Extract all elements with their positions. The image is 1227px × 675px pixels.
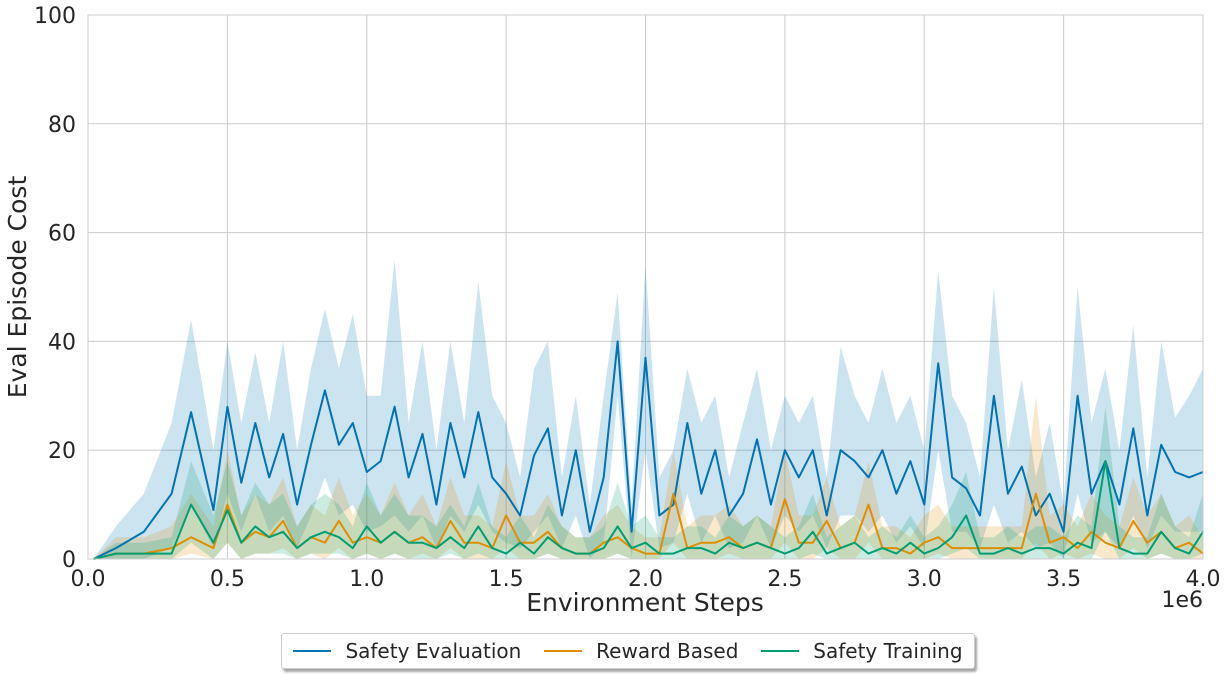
x-tick-label: 3.0 [907, 567, 942, 592]
y-tick-label: 20 [48, 439, 76, 464]
line-safety-training [93, 460, 1204, 560]
legend-item-reward-based: Reward Based [544, 639, 738, 663]
x-tick-label: 0.0 [71, 567, 106, 592]
x-tick-label: 1.0 [349, 567, 384, 592]
legend-label-reward-based: Reward Based [596, 639, 739, 663]
plot-frame [87, 14, 1204, 560]
legend-label-safety-evaluation: Safety Evaluation [345, 639, 522, 663]
band-reward-based [93, 395, 1204, 559]
legend-swatch-reward-based [544, 650, 583, 652]
x-tick-label: 0.5 [210, 567, 245, 592]
x-tick-label: 2.5 [767, 567, 802, 592]
x-axis-label: Environment Steps [526, 588, 764, 617]
x-tick-label: 4.0 [1186, 567, 1221, 592]
y-axis-label: Eval Episode Cost [3, 176, 32, 399]
y-tick-label: 60 [48, 222, 76, 247]
x-scale-label: 1e6 [1161, 588, 1203, 613]
legend: Safety Evaluation Reward Based Safety Tr… [281, 633, 975, 669]
legend-swatch-safety-training [761, 650, 800, 652]
line-safety-evaluation [93, 340, 1204, 560]
x-tick-labels: 0.0 0.5 1.0 1.5 2.0 2.5 3.0 3.5 4.0 [71, 567, 1221, 592]
y-tick-label: 80 [48, 113, 76, 138]
legend-item-safety-training: Safety Training [761, 639, 963, 663]
legend-label-safety-training: Safety Training [813, 639, 963, 663]
series-lines [93, 340, 1204, 560]
band-safety-training [93, 406, 1204, 559]
x-tick-label: 1.5 [489, 567, 524, 592]
y-tick-labels: 0 20 40 60 80 100 [34, 4, 76, 573]
y-tick-label: 0 [62, 548, 76, 573]
legend-swatch-safety-evaluation [293, 650, 332, 652]
legend-item-safety-evaluation: Safety Evaluation [293, 639, 521, 663]
y-tick-label: 100 [34, 4, 76, 29]
x-tick-label: 2.0 [628, 567, 663, 592]
x-tick-label: 3.5 [1046, 567, 1081, 592]
y-tick-label: 40 [48, 330, 76, 355]
line-reward-based [93, 492, 1204, 560]
